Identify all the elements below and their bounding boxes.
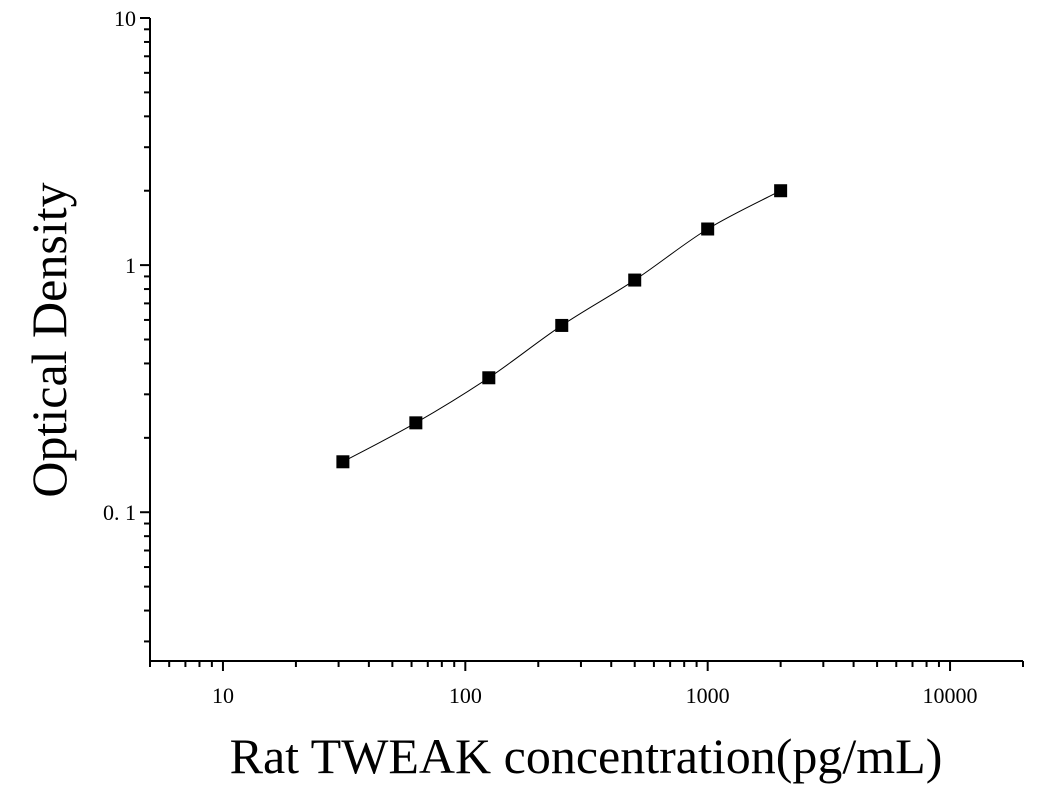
x-tick-label: 10 <box>212 683 234 708</box>
x-tick-label: 100 <box>449 683 482 708</box>
data-point <box>336 455 350 469</box>
y-tick-label: 1 <box>125 253 136 278</box>
data-point <box>774 184 788 198</box>
y-tick-label: 10 <box>114 6 136 31</box>
y-axis-title: Optical Density <box>21 182 77 497</box>
y-axis-ticks: 0. 1 1 10 <box>103 6 150 643</box>
x-axis-title: Rat TWEAK concentration(pg/mL) <box>230 728 943 784</box>
data-points-layer <box>336 184 788 469</box>
data-point <box>555 318 569 332</box>
x-tick-label: 1000 <box>686 683 730 708</box>
data-point <box>482 371 496 385</box>
x-tick-label: 10000 <box>923 683 978 708</box>
data-point <box>628 273 642 287</box>
axes <box>149 18 1023 662</box>
y-tick-label: 0. 1 <box>103 500 136 525</box>
x-axis-ticks: 10 100 1000 10000 <box>149 661 1024 708</box>
data-point <box>701 222 715 236</box>
data-point <box>409 416 423 430</box>
